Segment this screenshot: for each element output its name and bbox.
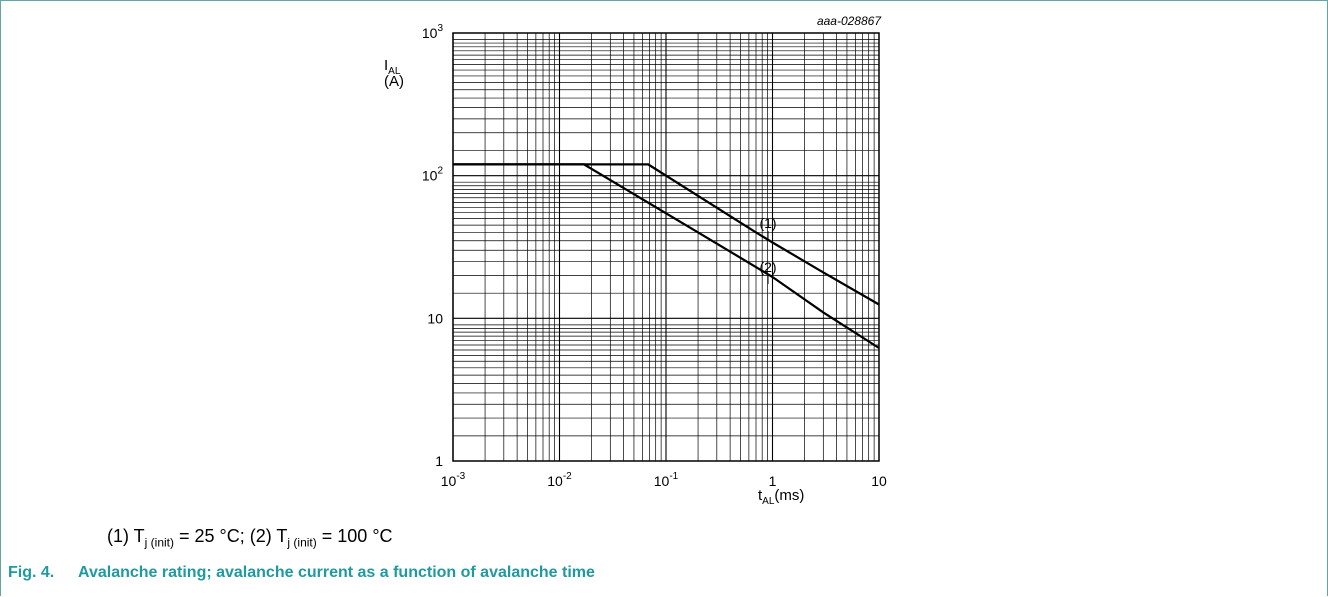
x-axis-label-main: t (758, 487, 763, 504)
x-tick-labels: 10-3 10-2 10-1 1 10 (441, 471, 887, 489)
series-line-2 (453, 163, 880, 349)
y-tick-exponent: 2 (437, 166, 443, 177)
x-tick-label: 10-3 (441, 471, 466, 489)
x-tick-label: 10-1 (654, 471, 679, 489)
x-tick-exponent: -3 (456, 471, 465, 482)
y-axis-label-main: I (384, 57, 388, 74)
figure-title: Avalanche rating; avalanche current as a… (78, 564, 595, 581)
legend-part-2: = 25 °C; (2) T (174, 526, 288, 546)
x-axis-label-unit: (ms) (774, 487, 804, 504)
y-axis-label: IAL (384, 57, 401, 77)
y-axis-unit: (A) (384, 73, 404, 90)
y-tick-label: 102 (422, 166, 444, 184)
y-tick-base: 10 (427, 310, 443, 326)
x-tick-exponent: -1 (669, 471, 678, 482)
series-label-1: (1) (759, 215, 776, 231)
x-tick-base: 1 (769, 473, 777, 489)
x-tick-base: 10 (871, 473, 887, 489)
y-tick-base: 10 (422, 168, 438, 184)
curves: (1) (2) (453, 163, 880, 349)
series-line-1 (453, 163, 880, 306)
y-tick-label: 1 (435, 453, 443, 469)
y-axis-label-sub: AL (388, 66, 401, 77)
grid-lines (452, 33, 879, 462)
y-tick-base: 10 (422, 25, 438, 41)
series-label-2: (2) (759, 259, 776, 275)
x-axis-label-sub: AL (762, 496, 775, 507)
figure-code: aaa-028867 (817, 14, 882, 28)
y-tick-base: 1 (435, 453, 443, 469)
legend-sub-1: j (init) (144, 535, 175, 550)
x-tick-exponent: -2 (563, 471, 572, 482)
x-tick-base: 10 (441, 473, 457, 489)
curve-legend: (1) Tj (init) = 25 °C; (2) Tj (init) = 1… (107, 526, 393, 550)
x-axis-label: tAL(ms) (758, 487, 804, 507)
y-tick-label: 103 (422, 23, 444, 41)
x-tick-base: 10 (654, 473, 670, 489)
x-tick-label: 10 (871, 473, 887, 489)
x-tick-label: 10-2 (547, 471, 572, 489)
legend-part-3: = 100 °C (316, 526, 393, 546)
x-tick-label: 1 (769, 473, 777, 489)
figure-caption: Fig. 4. Avalanche rating; avalanche curre… (8, 564, 595, 582)
legend-sub-2: j (init) (287, 535, 317, 550)
legend-part-1: (1) T (107, 526, 145, 546)
plot-area-border (452, 32, 880, 462)
figure-number: Fig. 4. (8, 564, 55, 581)
y-tick-label: 10 (427, 310, 443, 326)
y-tick-exponent: 3 (437, 23, 443, 34)
x-tick-base: 10 (547, 473, 563, 489)
